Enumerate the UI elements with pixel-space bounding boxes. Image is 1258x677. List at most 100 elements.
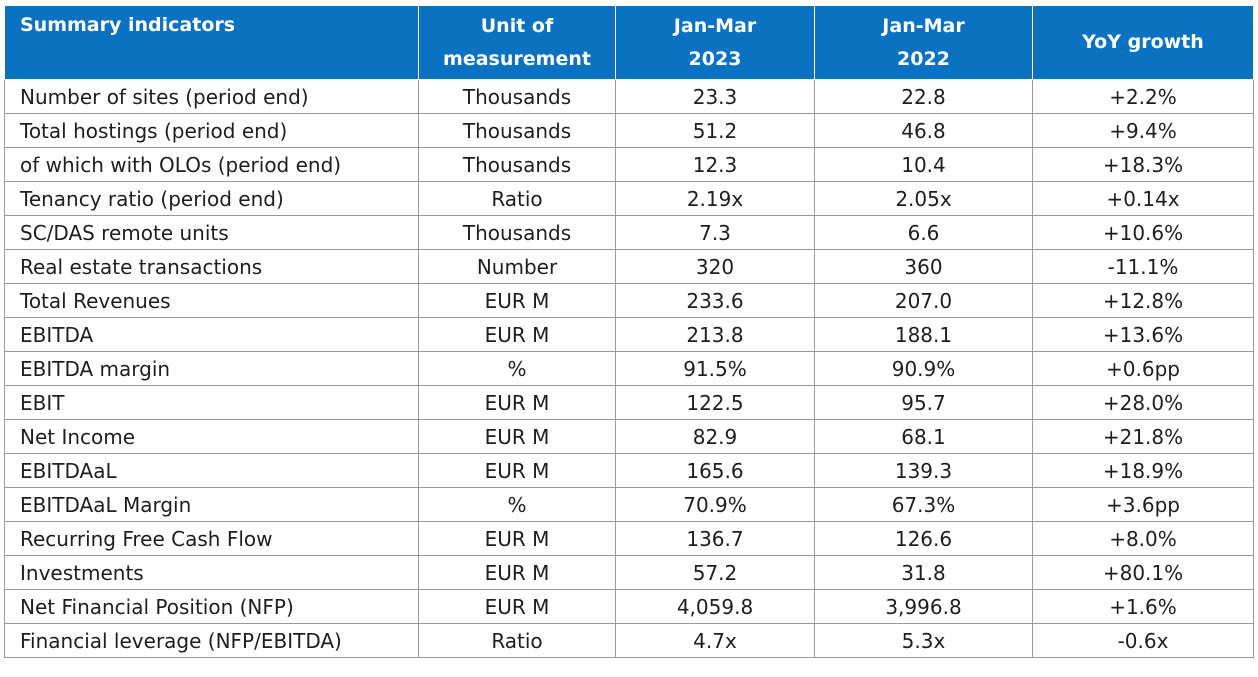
jan-mar-2023-cell: 4.7x — [615, 623, 815, 658]
table-row: EBITDA margin% 91.5% 90.9% +0.6pp — [4, 351, 1254, 386]
jan-mar-2022-cell: 31.8 — [814, 555, 1033, 590]
yoy-growth-cell: +13.6% — [1032, 317, 1254, 352]
indicator-cell: Tenancy ratio (period end) — [4, 181, 419, 216]
yoy-growth-cell: -11.1% — [1032, 249, 1254, 284]
table-row: Number of sites (period end) Thousands 23.… — [4, 79, 1254, 114]
table-row: Net Financial Position (NFP) EUR M 4,059.8… — [4, 589, 1254, 624]
unit-cell: EUR M — [418, 589, 616, 624]
indicator-cell: Total hostings (period end) — [4, 113, 419, 148]
jan-mar-2022-cell: 95.7 — [814, 385, 1033, 420]
table-row: Recurring Free Cash Flow EUR M 136.7 126.6 +… — [4, 521, 1254, 556]
jan-mar-2022-cell: 3,996.8 — [814, 589, 1033, 624]
jan-mar-2023-cell: 7.3 — [615, 215, 815, 250]
jan-mar-2022-cell: 2.05x — [814, 181, 1033, 216]
header-summary-indicators: Summary indicators — [4, 5, 419, 80]
table-header-row: Summary indicators Unit of measurement J… — [4, 5, 1254, 80]
indicator-cell: Net Income — [4, 419, 419, 454]
indicator-cell: SC/DAS remote units — [4, 215, 419, 250]
indicator-cell: Real estate transactions — [4, 249, 419, 284]
jan-mar-2023-cell: 23.3 — [615, 79, 815, 114]
jan-mar-2023-cell: 320 — [615, 249, 815, 284]
table-row: EBIT EUR M 122.5 95.7 +28.0% — [4, 385, 1254, 420]
jan-mar-2022-cell: 90.9% — [814, 351, 1033, 386]
unit-cell: Number — [418, 249, 616, 284]
table-row: SC/DAS remote units Thousands 7.3 6.6 +10.6% — [4, 215, 1254, 250]
unit-cell: EUR M — [418, 385, 616, 420]
jan-mar-2022-cell: 46.8 — [814, 113, 1033, 148]
indicator-cell: of which with OLOs (period end) — [4, 147, 419, 182]
table-row: of which with OLOs (period end) Thousands… — [4, 147, 1254, 182]
indicator-cell: Total Revenues — [4, 283, 419, 318]
jan-mar-2022-cell: 67.3% — [814, 487, 1033, 522]
yoy-growth-cell: +10.6% — [1032, 215, 1254, 250]
jan-mar-2023-cell: 2.19x — [615, 181, 815, 216]
unit-cell: EUR M — [418, 555, 616, 590]
indicator-cell: Recurring Free Cash Flow — [4, 521, 419, 556]
yoy-growth-cell: +12.8% — [1032, 283, 1254, 318]
table-row: EBITDA EUR M 213.8 188.1 +13.6% — [4, 317, 1254, 352]
header-jan-mar-2023: Jan-Mar 2023 — [615, 5, 815, 80]
jan-mar-2023-cell: 4,059.8 — [615, 589, 815, 624]
table-row: Real estate transactions Number 320 360 -11.… — [4, 249, 1254, 284]
jan-mar-2022-cell: 5.3x — [814, 623, 1033, 658]
unit-cell: Ratio — [418, 181, 616, 216]
table-row: Financial leverage (NFP/EBITDA) Ratio 4.7x… — [4, 623, 1254, 658]
table-row: Tenancy ratio (period end) Ratio 2.19x 2.05… — [4, 181, 1254, 216]
unit-cell: Thousands — [418, 79, 616, 114]
table-row: Investments EUR M 57.2 31.8 +80.1% — [4, 555, 1254, 590]
jan-mar-2023-cell: 165.6 — [615, 453, 815, 488]
header-yoy-growth: YoY growth — [1032, 5, 1254, 80]
jan-mar-2023-cell: 82.9 — [615, 419, 815, 454]
jan-mar-2022-cell: 360 — [814, 249, 1033, 284]
unit-cell: % — [418, 487, 616, 522]
table-row: Total Revenues EUR M 233.6 207.0 +12.8% — [4, 283, 1254, 318]
jan-mar-2022-cell: 10.4 — [814, 147, 1033, 182]
table-row: EBITDAaL Margin% 70.9% 67.3% +3.6pp — [4, 487, 1254, 522]
yoy-growth-cell: +1.6% — [1032, 589, 1254, 624]
yoy-growth-cell: +80.1% — [1032, 555, 1254, 590]
jan-mar-2023-cell: 122.5 — [615, 385, 815, 420]
jan-mar-2023-cell: 12.3 — [615, 147, 815, 182]
indicator-cell: Financial leverage (NFP/EBITDA) — [4, 623, 419, 658]
indicator-cell: EBITDAaL — [4, 453, 419, 488]
table-row: EBITDAaL EUR M 165.6 139.3 +18.9% — [4, 453, 1254, 488]
header-unit-of-measurement: Unit of measurement — [418, 5, 616, 80]
unit-cell: Thousands — [418, 113, 616, 148]
header-jan-mar-2022: Jan-Mar 2022 — [814, 5, 1033, 80]
yoy-growth-cell: +28.0% — [1032, 385, 1254, 420]
unit-cell: EUR M — [418, 453, 616, 488]
table-body: Number of sites (period end) Thousands 23.… — [4, 79, 1254, 658]
indicator-cell: EBIT — [4, 385, 419, 420]
indicator-cell: EBITDAaL Margin — [4, 487, 419, 522]
unit-cell: EUR M — [418, 317, 616, 352]
jan-mar-2022-cell: 68.1 — [814, 419, 1033, 454]
yoy-growth-cell: +0.14x — [1032, 181, 1254, 216]
unit-cell: Ratio — [418, 623, 616, 658]
yoy-growth-cell: +2.2% — [1032, 79, 1254, 114]
table-row: Total hostings (period end) Thousands 51.2… — [4, 113, 1254, 148]
jan-mar-2022-cell: 6.6 — [814, 215, 1033, 250]
yoy-growth-cell: +3.6pp — [1032, 487, 1254, 522]
indicator-cell: EBITDA margin — [4, 351, 419, 386]
table-row: Net Income EUR M 82.9 68.1 +21.8% — [4, 419, 1254, 454]
indicator-cell: Investments — [4, 555, 419, 590]
jan-mar-2023-cell: 233.6 — [615, 283, 815, 318]
jan-mar-2023-cell: 91.5% — [615, 351, 815, 386]
jan-mar-2023-cell: 57.2 — [615, 555, 815, 590]
jan-mar-2023-cell: 136.7 — [615, 521, 815, 556]
unit-cell: EUR M — [418, 521, 616, 556]
jan-mar-2022-cell: 207.0 — [814, 283, 1033, 318]
jan-mar-2022-cell: 22.8 — [814, 79, 1033, 114]
unit-cell: EUR M — [418, 283, 616, 318]
yoy-growth-cell: +8.0% — [1032, 521, 1254, 556]
yoy-growth-cell: +21.8% — [1032, 419, 1254, 454]
yoy-growth-cell: -0.6x — [1032, 623, 1254, 658]
jan-mar-2022-cell: 126.6 — [814, 521, 1033, 556]
unit-cell: Thousands — [418, 147, 616, 182]
jan-mar-2023-cell: 51.2 — [615, 113, 815, 148]
jan-mar-2023-cell: 213.8 — [615, 317, 815, 352]
jan-mar-2022-cell: 139.3 — [814, 453, 1033, 488]
unit-cell: EUR M — [418, 419, 616, 454]
jan-mar-2022-cell: 188.1 — [814, 317, 1033, 352]
yoy-growth-cell: +18.9% — [1032, 453, 1254, 488]
